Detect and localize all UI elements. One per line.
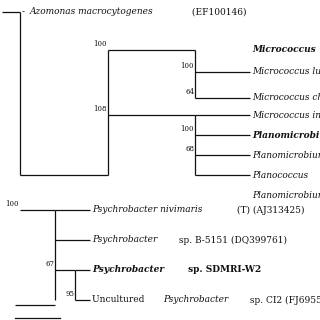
Text: Planococcus: Planococcus	[252, 171, 308, 180]
Text: Micrococcus chenggongense: Micrococcus chenggongense	[252, 93, 320, 102]
Text: Azomonas macrocytogenes: Azomonas macrocytogenes	[29, 7, 153, 17]
Text: sp. SDMRI-W2: sp. SDMRI-W2	[185, 266, 261, 275]
Text: 100: 100	[5, 200, 19, 208]
Text: Planomicrobium: Planomicrobium	[252, 190, 320, 199]
Text: Micrococcus indicus: Micrococcus indicus	[252, 110, 320, 119]
Text: Psychrobacter: Psychrobacter	[163, 295, 228, 305]
Text: sp. CI2 (FJ695523): sp. CI2 (FJ695523)	[247, 295, 320, 305]
Text: 68: 68	[185, 145, 194, 153]
Text: -: -	[22, 7, 28, 17]
Text: Psychrobacter: Psychrobacter	[92, 236, 157, 244]
Text: 100: 100	[180, 62, 194, 70]
Text: sp. B-5151 (DQ399761): sp. B-5151 (DQ399761)	[176, 236, 287, 244]
Text: Planomicrobium: Planomicrobium	[252, 131, 320, 140]
Text: (EF100146): (EF100146)	[189, 7, 247, 17]
Text: Psychrobacter nivimaris: Psychrobacter nivimaris	[92, 205, 202, 214]
Text: 108: 108	[93, 105, 107, 113]
Text: Micrococcus: Micrococcus	[252, 45, 316, 54]
Text: 95: 95	[65, 290, 74, 298]
Text: 100: 100	[93, 40, 107, 48]
Text: 67: 67	[45, 260, 54, 268]
Text: Planomicrobium okeankoites: Planomicrobium okeankoites	[252, 150, 320, 159]
Text: Micrococcus luteus: Micrococcus luteus	[252, 68, 320, 76]
Text: 64: 64	[185, 88, 194, 96]
Text: Uncultured: Uncultured	[92, 295, 147, 305]
Text: 100: 100	[180, 125, 194, 133]
Text: Psychrobacter: Psychrobacter	[92, 266, 164, 275]
Text: (T) (AJ313425): (T) (AJ313425)	[235, 205, 305, 215]
